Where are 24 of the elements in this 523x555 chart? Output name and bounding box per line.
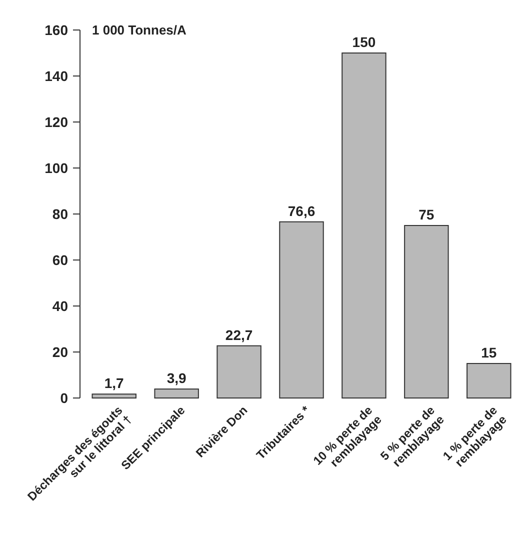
- data-label: 3,9: [166, 370, 187, 386]
- y-tick-label: 140: [44, 68, 68, 84]
- bar: [92, 394, 136, 398]
- y-tick-label: 0: [60, 390, 68, 406]
- data-label: 1,7: [104, 375, 124, 392]
- bar: [466, 363, 512, 398]
- bar: [154, 388, 199, 398]
- data-label: 15: [481, 344, 497, 360]
- y-tick-label: 120: [44, 114, 68, 130]
- data-label: 76,6: [288, 202, 316, 219]
- y-tick-label: 80: [52, 206, 68, 222]
- bar: [279, 221, 324, 398]
- y-tick-label: 40: [52, 298, 68, 314]
- y-axis-title: 1 000 Tonnes/A: [92, 22, 188, 38]
- data-label: 22,7: [225, 326, 253, 343]
- bar: [216, 345, 262, 398]
- y-tick-label: 60: [52, 252, 68, 268]
- bar: [342, 52, 386, 398]
- y-tick-label: 20: [52, 344, 68, 360]
- y-tick-label: 160: [44, 22, 68, 38]
- y-tick-label: 100: [44, 160, 68, 176]
- bar: [404, 225, 449, 398]
- data-label: 150: [352, 34, 376, 50]
- data-label: 75: [418, 206, 434, 222]
